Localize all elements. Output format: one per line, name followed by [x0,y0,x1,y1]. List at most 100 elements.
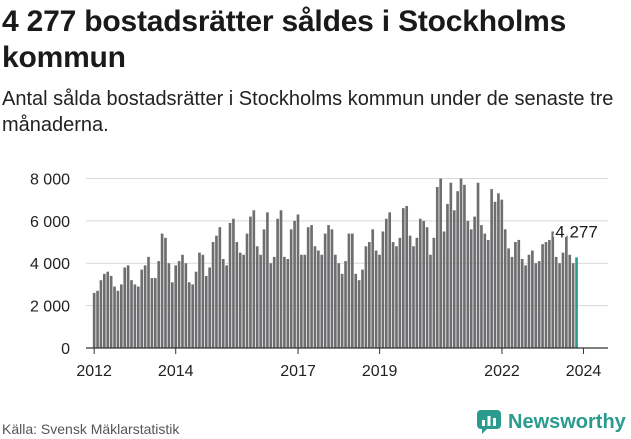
bar [289,229,293,348]
bar [405,206,409,348]
bar [503,229,507,348]
bar [310,225,313,348]
bar [133,284,137,348]
bar [300,254,303,348]
bar [493,201,497,348]
bar [238,252,242,348]
bar [113,286,116,348]
bar [286,259,290,348]
bar [463,184,466,348]
bar [425,227,429,348]
bar [490,189,493,348]
bar [537,261,541,348]
bar [435,186,439,348]
brand-name: Newsworthy [508,410,626,433]
x-tick-label: 2012 [76,363,112,380]
bar [327,225,330,348]
bar [232,218,235,348]
bar [541,244,544,348]
bar [160,233,164,348]
bar [517,239,521,348]
bar [228,222,232,348]
bar [109,275,113,348]
bar [524,265,527,348]
bar [147,256,150,348]
bar [153,278,157,348]
bar [170,282,174,348]
bar [357,280,361,348]
x-tick-label: 2019 [362,363,398,380]
bar [418,218,422,348]
bar [167,263,171,348]
bar [398,237,402,348]
bar [116,290,120,348]
bar [136,286,140,348]
bar [99,280,103,348]
bar [103,273,106,348]
bar [194,271,198,348]
bar [548,239,551,348]
bar [466,220,470,348]
bar [249,216,252,348]
bar [544,242,548,348]
bar [429,254,432,348]
x-tick-label: 2017 [280,363,316,380]
bar [130,280,133,348]
bar [340,273,344,348]
bar [456,191,459,348]
bar [174,265,178,348]
bar [269,263,273,348]
bar [361,269,364,348]
bar [371,229,375,348]
bar [106,271,110,348]
bar [92,292,96,348]
bar [211,242,215,348]
bar [422,220,425,348]
bar [507,248,510,348]
y-tick-label: 4 000 [30,256,70,273]
bar [143,265,147,348]
bar [480,225,483,348]
annotation-label: 4 277 [555,222,598,241]
bar [245,233,249,348]
bar [262,229,266,348]
bar [320,254,324,348]
bar [510,256,514,348]
chart-subtitle: Antal sålda bostadsrätter i Stockholms k… [2,88,614,136]
bar [432,237,436,348]
bar [313,246,317,348]
bar [531,250,534,348]
bar [381,231,385,348]
bar [497,193,500,348]
chart-title: 4 277 bostadsrätter såldes i Stockholms … [2,5,567,74]
bar [208,267,211,348]
bar [293,220,296,348]
bar [554,256,558,348]
bar [96,290,99,348]
bar [164,237,167,348]
y-tick-label: 2 000 [30,299,70,316]
x-axis: 2012 2014 2017 2019 2022 2024 [76,347,608,380]
bar [374,250,378,348]
bar [395,246,398,348]
x-tick-label: 2024 [566,363,602,380]
bar [534,263,538,348]
bar [364,246,368,348]
bar [439,178,442,348]
bar [252,210,256,348]
bar [384,218,388,348]
bar [500,199,504,348]
source-note: Källa: Svensk Mäklarstatistik [2,421,180,437]
bar [150,278,154,348]
bar [568,254,572,348]
bar [140,269,144,348]
bar [337,263,341,348]
bar [459,178,463,348]
bar [367,242,371,348]
bar [225,265,228,348]
bar [473,216,476,348]
bar [303,254,307,348]
bar [306,227,310,348]
newsworthy-logo-icon [477,410,501,434]
bar [323,233,327,348]
